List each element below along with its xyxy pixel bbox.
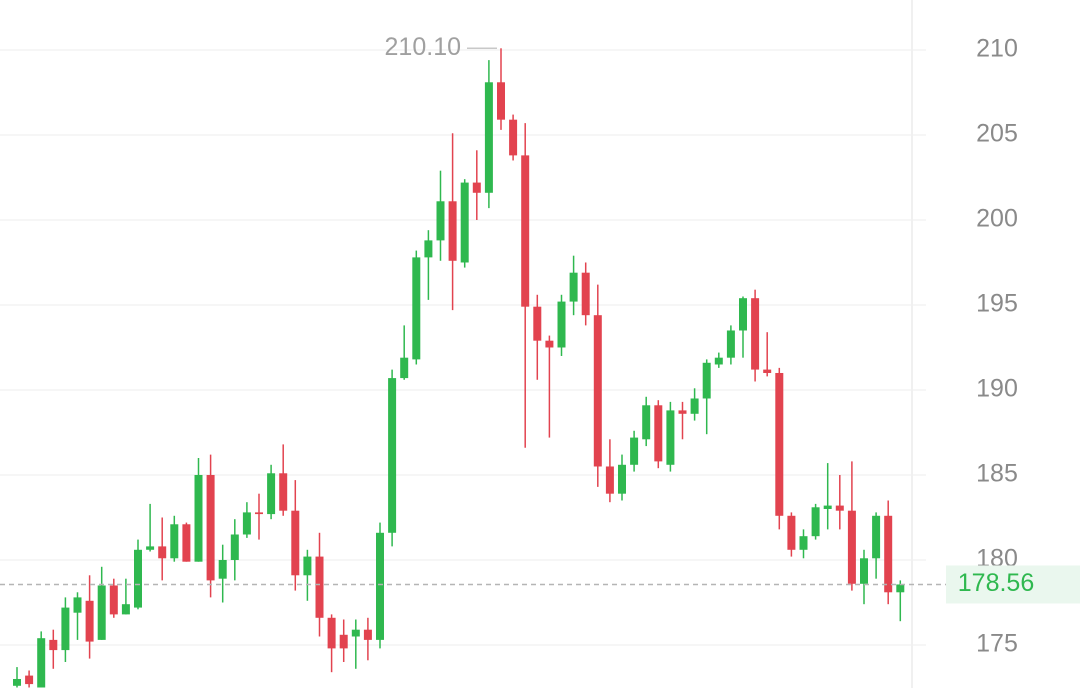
candle-body [618,464,626,494]
candle-body [61,607,70,651]
candle-body [109,585,118,615]
candle-body [654,405,663,462]
candle-body [436,201,445,241]
candle-body [799,536,808,550]
y-tick-label: 185 [976,460,1018,488]
candle-body [509,119,518,156]
candle-body [811,507,820,537]
candle-body [97,585,106,640]
candle-body [497,82,505,120]
candle-body [25,675,34,685]
candle-body [581,272,590,316]
candle-body [315,556,324,618]
y-tick-label: 210 [976,35,1018,63]
candle-body [412,257,421,360]
last-price-label: 178.56 [958,569,1034,597]
candle-body [351,629,360,637]
candle-body [763,369,772,373]
candle-body [545,340,554,348]
candle-body [134,549,142,608]
candle-body [327,617,336,649]
candle-body [170,524,179,559]
candle-body [835,505,844,511]
candle-body [255,512,263,515]
candle-body [279,473,288,511]
candle-body [739,298,747,331]
candle-body [158,546,167,559]
candle-body [206,474,215,581]
candle-body [363,629,372,640]
y-tick-label: 190 [976,375,1018,403]
candle-body [630,437,639,465]
candle-body [702,362,711,399]
candle-body [569,272,578,302]
candle-body [678,410,687,414]
candle-body [460,182,469,263]
candle-body [376,532,384,640]
candle-body [751,298,760,370]
y-tick-label: 175 [976,630,1018,658]
candle-body [424,240,433,258]
candle-body [642,405,651,440]
candle-body [896,584,905,593]
candle-body [291,510,300,576]
max-label: 210.10 [385,33,461,61]
candle-body [847,510,856,584]
candle-body [872,515,881,559]
candle-body [557,301,566,348]
candle-body [37,638,46,688]
candle-body [13,678,21,686]
candle-body [400,357,409,379]
candle-body [73,597,82,613]
candle-body [267,473,276,515]
candle-body [787,515,796,550]
candle-body [521,155,530,307]
candle-body [218,559,227,579]
candle-body [448,201,457,261]
candle-body [230,534,239,560]
y-tick-label: 195 [976,290,1018,318]
last-price-tag [946,565,1080,604]
candle-body [775,372,784,516]
candle-body [726,330,735,358]
candle-body [533,306,542,341]
candle-body [860,558,868,584]
candle-body [593,315,602,467]
candle-body [472,182,481,193]
candle-body [884,515,893,593]
candle-body [194,474,203,562]
candle-body [121,604,130,615]
candle-body [49,639,58,651]
candle-body [146,546,155,550]
candle-body [666,410,675,465]
candle-body [605,466,614,494]
candle-body [690,398,699,414]
candle-body [823,505,832,509]
y-tick-label: 205 [976,120,1018,148]
candle-body [339,634,348,649]
candle-body [388,378,397,533]
candle-body [85,600,94,642]
candle-body [714,357,723,365]
candle-body [242,512,251,535]
candle-body [484,82,493,193]
candle-body [182,524,191,562]
candle-body [303,556,312,576]
y-tick-label: 200 [976,205,1018,233]
